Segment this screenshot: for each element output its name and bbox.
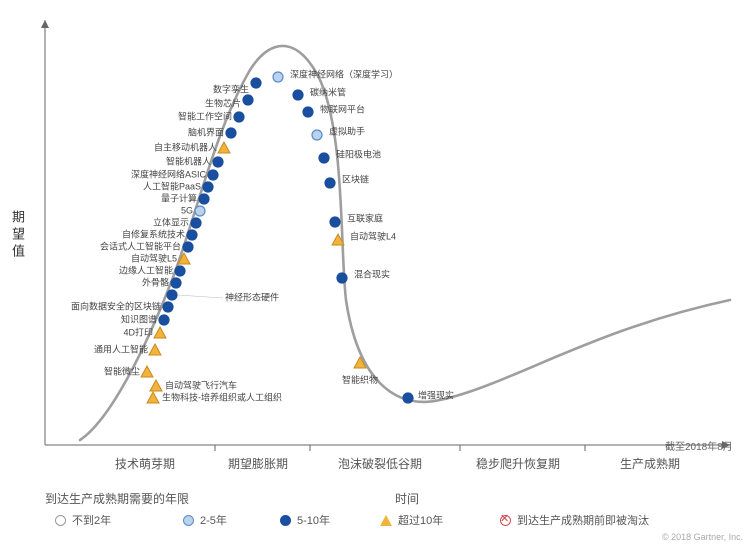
point-label-22: 生物芯片 xyxy=(205,98,241,109)
point-label-4: 4D打印 xyxy=(123,327,153,338)
point-label-17: 深度神经网络ASIC xyxy=(131,169,206,180)
point-label-31: 自动驾驶L4 xyxy=(350,231,396,242)
legend-swatch: ✕ xyxy=(500,515,511,526)
point-label-7: 神经形态硬件 xyxy=(225,292,279,303)
legend-item-4: ✕ 到达生产成熟期前即被淘汰 xyxy=(500,512,649,528)
point-label-5: 知识图谱 xyxy=(121,314,157,325)
legend-title: 到达生产成熟期需要的年限 xyxy=(45,490,189,507)
point-label-21: 智能工作空间 xyxy=(178,111,232,122)
legend-swatch xyxy=(55,515,66,526)
point-label-12: 自修复系统技术 xyxy=(122,229,185,240)
point-label-26: 物联网平台 xyxy=(320,104,365,115)
legend-label: 5-10年 xyxy=(297,512,330,528)
point-label-13: 立体显示 xyxy=(153,217,189,228)
legend-item-0: 不到2年 xyxy=(55,512,111,528)
phase-label-1: 期望膨胀期 xyxy=(228,455,288,472)
point-label-6: 面向数据安全的区块链 xyxy=(71,301,161,312)
legend-item-1: 2-5年 xyxy=(183,512,227,528)
as-of-date: 截至2018年8月 xyxy=(665,438,733,453)
phase-label-4: 生产成熟期 xyxy=(620,455,680,472)
phase-label-3: 稳步爬升恢复期 xyxy=(476,455,560,472)
legend-swatch xyxy=(380,515,392,526)
y-axis-label: 期望值 xyxy=(8,210,27,261)
point-label-18: 智能机器人 xyxy=(166,156,211,167)
legend-item-3: 超过10年 xyxy=(380,512,443,528)
phase-label-2: 泡沫破裂低谷期 xyxy=(338,455,422,472)
point-label-25: 碳纳米管 xyxy=(310,87,346,98)
point-label-19: 自主移动机器人 xyxy=(154,142,217,153)
point-label-27: 虚拟助手 xyxy=(329,126,365,137)
point-label-8: 外骨骼 xyxy=(142,277,169,288)
legend-label: 2-5年 xyxy=(200,512,227,528)
point-label-33: 智能织物 xyxy=(342,375,378,386)
point-label-24: 深度神经网络（深度学习） xyxy=(290,69,398,80)
point-label-15: 量子计算 xyxy=(161,193,197,204)
point-label-29: 区块链 xyxy=(342,174,369,185)
point-label-16: 人工智能PaaS xyxy=(143,181,201,192)
point-label-0: 生物科技-培养组织或人工组织 xyxy=(162,392,282,403)
legend-label: 超过10年 xyxy=(398,512,443,528)
legend-item-2: 5-10年 xyxy=(280,512,330,528)
point-label-9: 边缘人工智能 xyxy=(119,265,173,276)
point-label-34: 增强现实 xyxy=(418,390,454,401)
legend-label: 到达生产成熟期前即被淘汰 xyxy=(517,512,649,528)
point-label-3: 通用人工智能 xyxy=(94,344,148,355)
point-label-1: 自动驾驶飞行汽车 xyxy=(165,380,237,391)
point-label-28: 硅阳极电池 xyxy=(336,149,381,160)
legend-label: 不到2年 xyxy=(72,512,111,528)
hype-cycle-chart: 期望值 技术萌芽期期望膨胀期泡沫破裂低谷期稳步爬升恢复期生产成熟期时间到达生产成… xyxy=(0,0,750,550)
legend-swatch xyxy=(183,515,194,526)
point-label-20: 脑机界面 xyxy=(188,127,224,138)
point-label-23: 数字孪生 xyxy=(213,84,249,95)
point-label-2: 智能微尘 xyxy=(104,366,140,377)
x-axis-title: 时间 xyxy=(395,490,419,507)
phase-label-0: 技术萌芽期 xyxy=(115,455,175,472)
point-label-14: 5G xyxy=(181,205,193,216)
copyright-notice: © 2018 Gartner, Inc. xyxy=(662,532,743,542)
point-label-10: 自动驾驶L5 xyxy=(131,253,177,264)
point-label-11: 会话式人工智能平台 xyxy=(100,241,181,252)
point-label-32: 混合现实 xyxy=(354,269,390,280)
legend-swatch xyxy=(280,515,291,526)
point-label-30: 互联家庭 xyxy=(347,213,383,224)
